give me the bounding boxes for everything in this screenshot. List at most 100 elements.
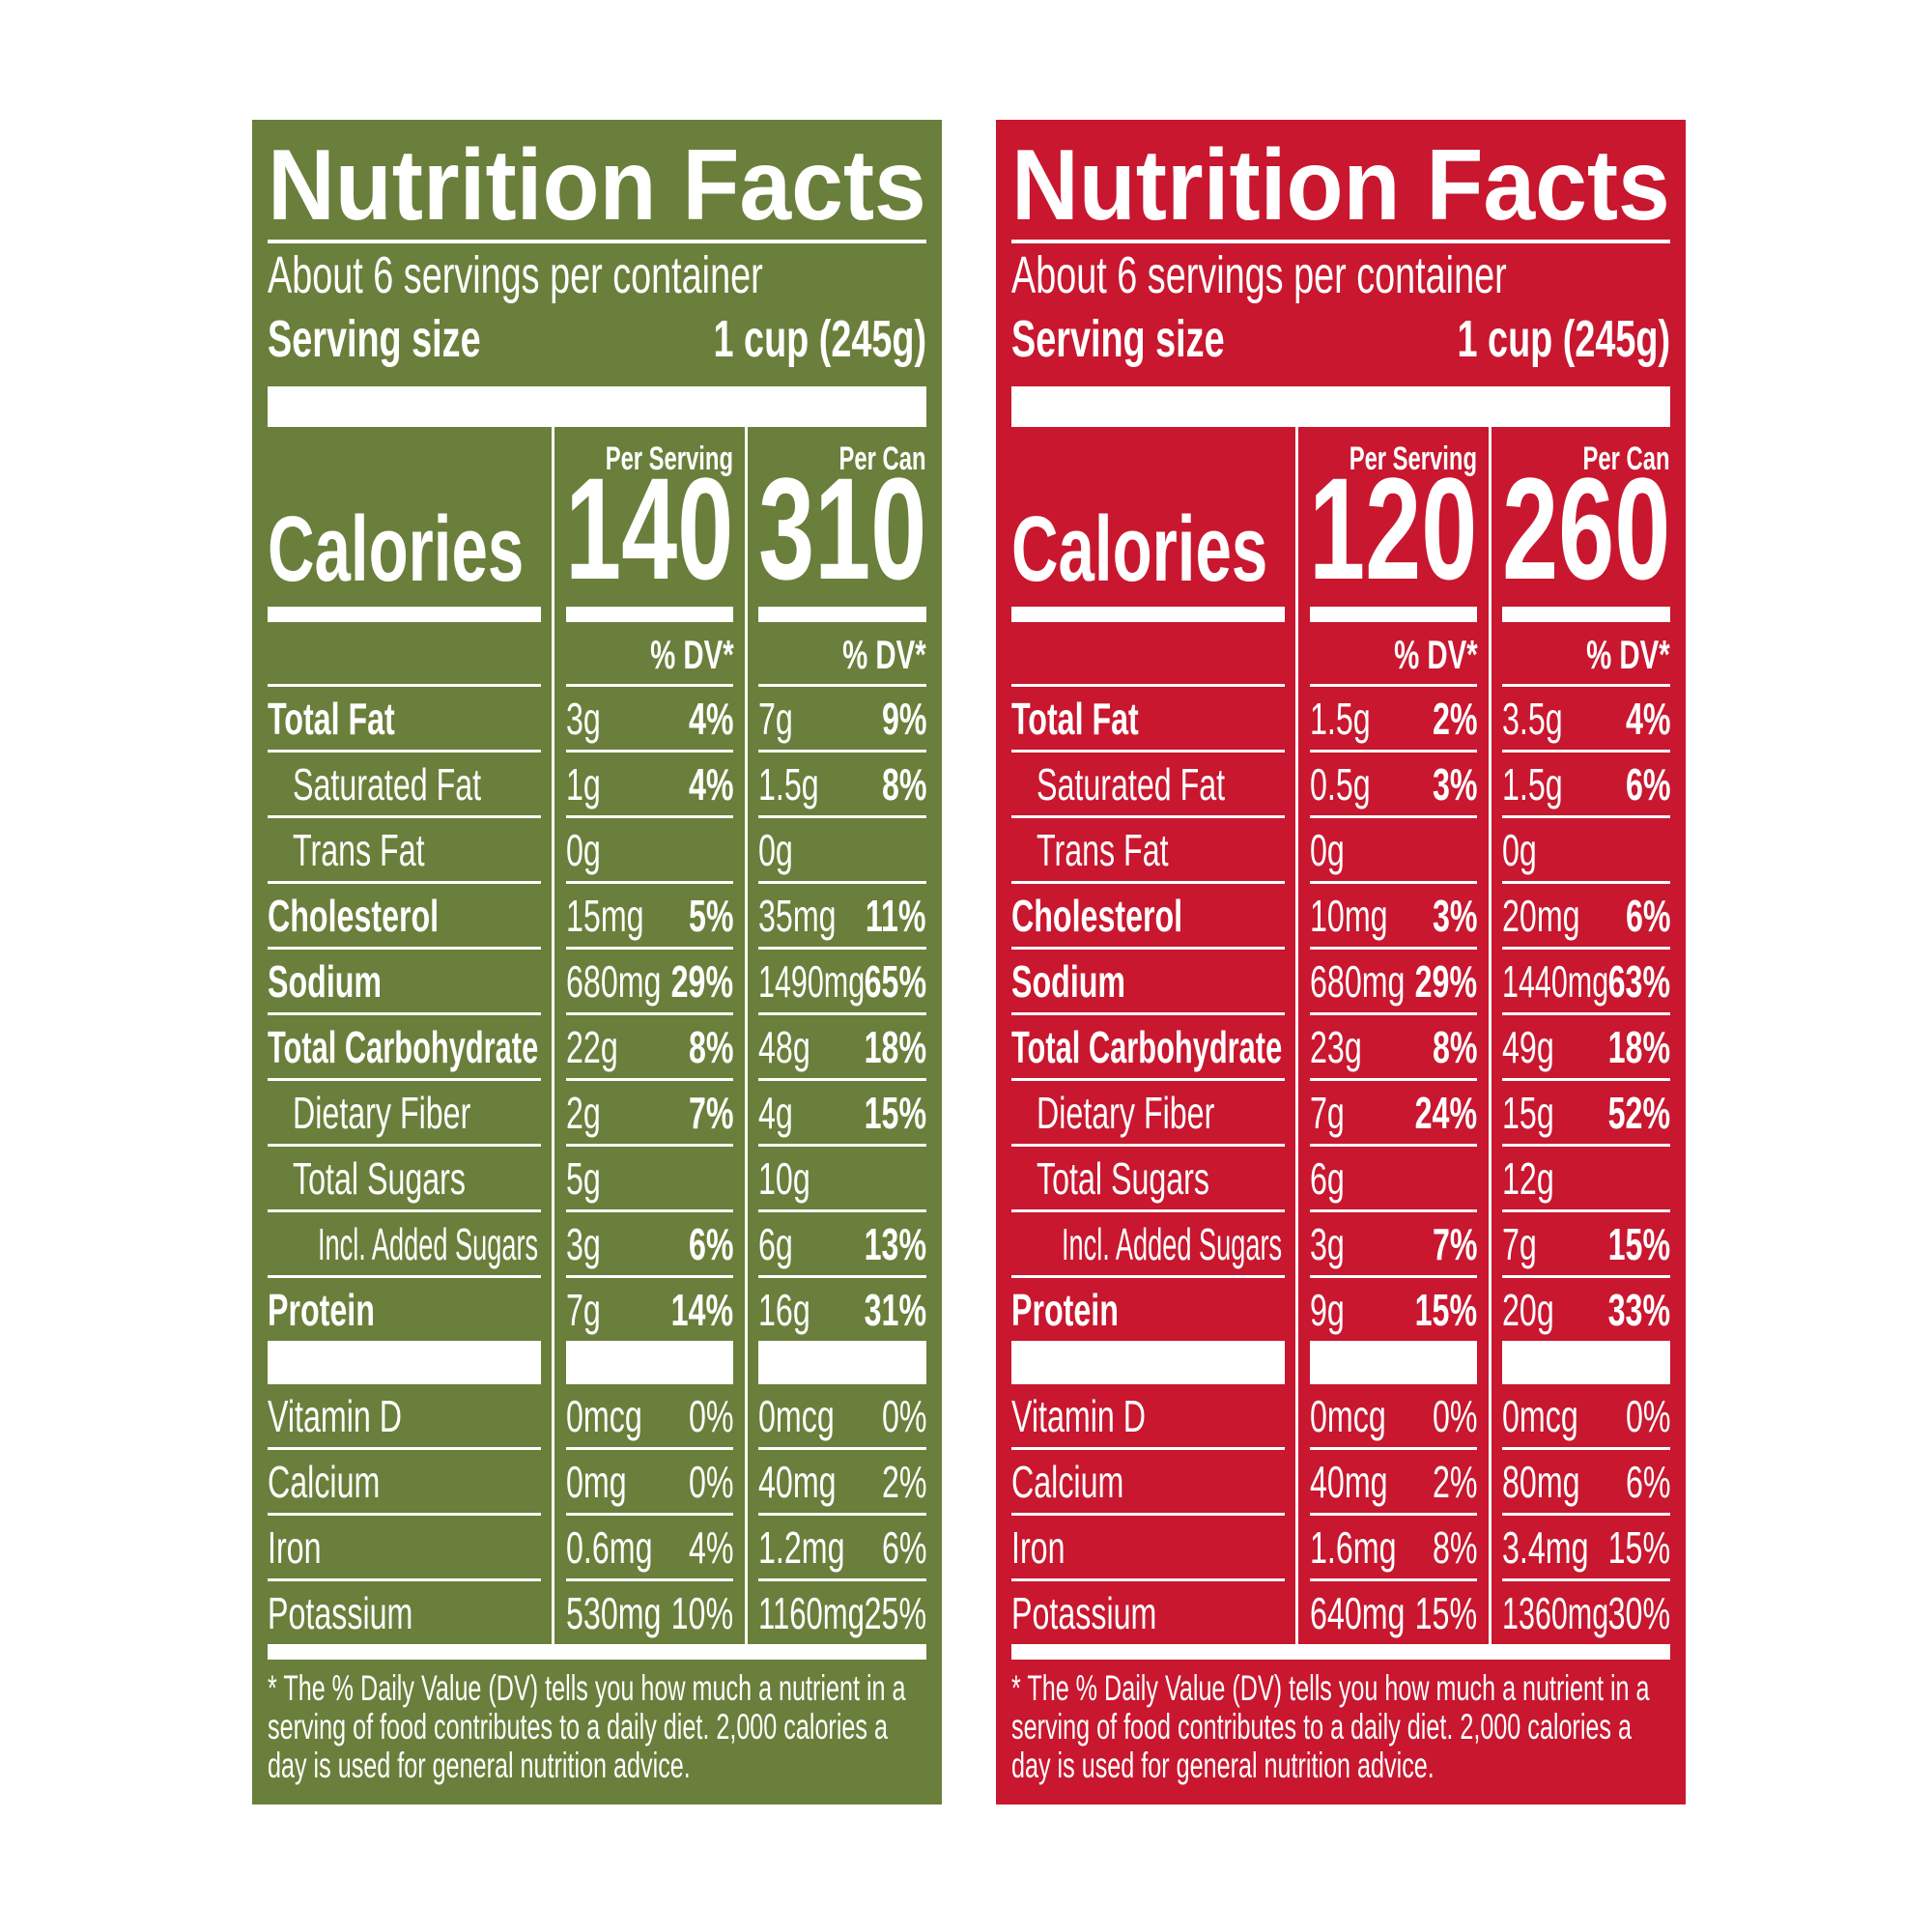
thick-bar — [268, 607, 541, 622]
bar-row — [268, 1341, 926, 1381]
nutrient-row: Saturated Fat 1g 4% 1.5g 8% — [268, 750, 926, 815]
daily-value: 6% — [688, 1218, 734, 1269]
cell — [1011, 622, 1285, 684]
cell: Protein — [1011, 1275, 1285, 1341]
footnote: * The % Daily Value (DV) tells you how m… — [1011, 1668, 1650, 1785]
daily-value: 9% — [881, 693, 926, 744]
cell: 0g — [565, 815, 734, 881]
daily-value: 65% — [864, 955, 926, 1007]
daily-value: 63% — [1607, 955, 1670, 1007]
column-header: Per Serving — [605, 440, 734, 477]
thick-bar — [758, 1341, 926, 1381]
nutrient-name: Protein — [1011, 1284, 1119, 1335]
nutrient-row: Protein 7g 14% 16g 31% — [268, 1275, 926, 1341]
amount: 1440mg — [1502, 955, 1609, 1007]
cell: 23g 8% — [1309, 1012, 1478, 1078]
amount: 3.5g — [1502, 693, 1563, 744]
amount: 23g — [1309, 1021, 1362, 1072]
nutrient-row: Sodium 680mg 29% 1440mg 63% — [1011, 947, 1670, 1012]
cell: Potassium — [268, 1578, 541, 1644]
daily-value: 8% — [1432, 1521, 1478, 1573]
nutrition-label: Nutrition Facts About 6 servings per cont… — [252, 120, 942, 1804]
daily-value: 13% — [864, 1218, 926, 1269]
serving-size: 1 cup (245g) — [1457, 310, 1670, 368]
daily-value: 4% — [1625, 693, 1670, 744]
nutrient-name: Dietary Fiber — [1037, 1087, 1215, 1138]
cell: Sodium — [1011, 947, 1285, 1012]
thick-bar — [565, 1341, 734, 1381]
nutrient-name: Calcium — [268, 1456, 381, 1507]
nutrient-row: Potassium 530mg 10% 1160mg 25% — [268, 1578, 926, 1644]
daily-value: 6% — [881, 1521, 926, 1573]
daily-value: 4% — [688, 758, 734, 810]
daily-value: 18% — [1607, 1021, 1670, 1072]
serving-size-row: Serving size 1 cup (245g) — [1011, 307, 1670, 371]
divider — [1489, 427, 1492, 1644]
amount: 1360mg — [1502, 1587, 1609, 1638]
footnote: * The % Daily Value (DV) tells you how m… — [268, 1668, 906, 1785]
nutrient-name: Iron — [1011, 1521, 1065, 1573]
amount: 0mcg — [1502, 1390, 1579, 1441]
nutrient-row: Incl. Added Sugars 3g 7% 7g 15% — [1011, 1209, 1670, 1275]
nutrient-name: Incl. Added Sugars — [318, 1218, 539, 1269]
cell: 0.5g 3% — [1309, 750, 1478, 815]
cell: Per Serving 120 — [1309, 427, 1477, 610]
divider — [1295, 427, 1298, 1644]
cell: Protein — [268, 1275, 541, 1341]
nutrient-name: Potassium — [1011, 1587, 1157, 1638]
amount: 48g — [758, 1021, 810, 1072]
nutrient-name: Total Fat — [268, 693, 395, 744]
nutrient-name: Sodium — [268, 955, 383, 1007]
cell: Calories — [268, 427, 541, 607]
cell: 15g 52% — [1502, 1078, 1670, 1144]
amount: 20mg — [1502, 890, 1580, 941]
cell: 0mcg 0% — [1309, 1381, 1478, 1447]
cell: Iron — [268, 1513, 541, 1578]
amount: 0.6mg — [565, 1521, 653, 1573]
cell: Trans Fat — [1011, 815, 1285, 881]
servings-row: About 6 servings per container — [268, 243, 926, 307]
table: Calories Per Serving 140 Per Can 310% DV*% D… — [268, 427, 926, 1644]
nutrition-label: Nutrition Facts About 6 servings per cont… — [996, 120, 1686, 1804]
cell: Total Fat — [268, 684, 541, 750]
thick-bar — [268, 1644, 926, 1660]
daily-value: 15% — [1414, 1284, 1478, 1335]
amount: 35mg — [758, 890, 837, 941]
amount: 1490mg — [758, 955, 866, 1007]
amount: 10g — [758, 1152, 810, 1204]
servings-row: About 6 servings per container — [1011, 243, 1670, 307]
dv-row: % DV* % DV* — [268, 622, 926, 684]
nutrient-name: Incl. Added Sugars — [1062, 1218, 1283, 1269]
amount: 1.2mg — [758, 1521, 845, 1573]
cell: 7g 9% — [758, 684, 926, 750]
serving-size-label: Serving size — [1011, 310, 1225, 368]
nutrient-name: Total Carbohydrate — [1011, 1021, 1283, 1072]
amount: 1.5g — [1309, 693, 1371, 744]
thick-bar — [1309, 1341, 1478, 1381]
cell: 3g 7% — [1309, 1209, 1478, 1275]
nutrient-row: Iron 0.6mg 4% 1.2mg 6% — [268, 1513, 926, 1578]
daily-value: 29% — [670, 955, 734, 1007]
cell: % DV* — [758, 622, 926, 684]
amount: 6g — [758, 1218, 794, 1269]
cell: 1g 4% — [565, 750, 734, 815]
nutrient-row: Total Sugars 5g 10g — [268, 1144, 926, 1209]
daily-value: 7% — [1432, 1218, 1478, 1269]
amount: 0mcg — [1309, 1390, 1386, 1441]
amount: 7g — [1502, 1218, 1538, 1269]
cell: 2g 7% — [565, 1078, 734, 1144]
amount: 20g — [1502, 1284, 1554, 1335]
title-row: Nutrition Facts — [268, 131, 926, 243]
cell: 1.5g 8% — [758, 750, 926, 815]
thick-bar — [1011, 607, 1285, 622]
cell: Total Sugars — [268, 1144, 541, 1209]
cell: 48g 18% — [758, 1012, 926, 1078]
cell: 0mcg 0% — [565, 1381, 734, 1447]
servings: About 6 servings per container — [268, 246, 763, 304]
cell: Cholesterol — [1011, 881, 1285, 947]
amount: 40mg — [1309, 1456, 1388, 1507]
cell: 1.5g 6% — [1502, 750, 1670, 815]
amount: 0g — [1309, 824, 1345, 875]
nutrient-name: Protein — [268, 1284, 375, 1335]
